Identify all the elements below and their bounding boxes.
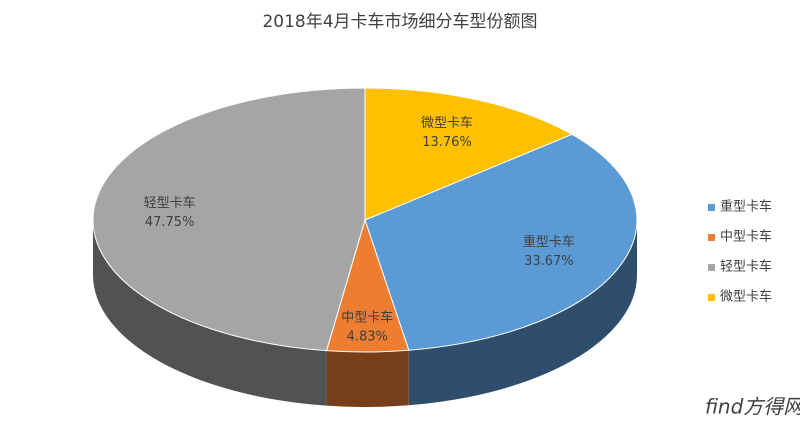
slice-side [408, 220, 637, 406]
slice [364, 87, 574, 221]
legend-swatch [708, 294, 715, 301]
data-label: 47.75% [145, 215, 195, 230]
slice [92, 87, 366, 352]
legend-label: 轻型卡车 [720, 259, 772, 275]
slice-side [326, 350, 409, 407]
data-label-name: 微型卡车 [421, 115, 473, 131]
data-label: 13.76% [422, 135, 472, 150]
legend-label: 微型卡车 [720, 289, 772, 305]
watermark: find方得网 [705, 395, 800, 419]
slice-side [93, 220, 327, 406]
data-label-name: 中型卡车 [341, 310, 393, 326]
data-label-name: 重型卡车 [523, 234, 575, 250]
legend-swatch [708, 264, 715, 271]
legend-label: 中型卡车 [720, 229, 772, 245]
data-label-name: 轻型卡车 [144, 195, 196, 211]
legend-label: 重型卡车 [720, 199, 772, 215]
chart-title: 2018年4月卡车市场细分车型份额图 [262, 12, 537, 32]
legend-swatch [708, 234, 715, 241]
data-label: 33.67% [524, 254, 574, 269]
legend-swatch [708, 204, 715, 211]
slice [364, 133, 638, 351]
data-label: 4.83% [347, 330, 388, 345]
